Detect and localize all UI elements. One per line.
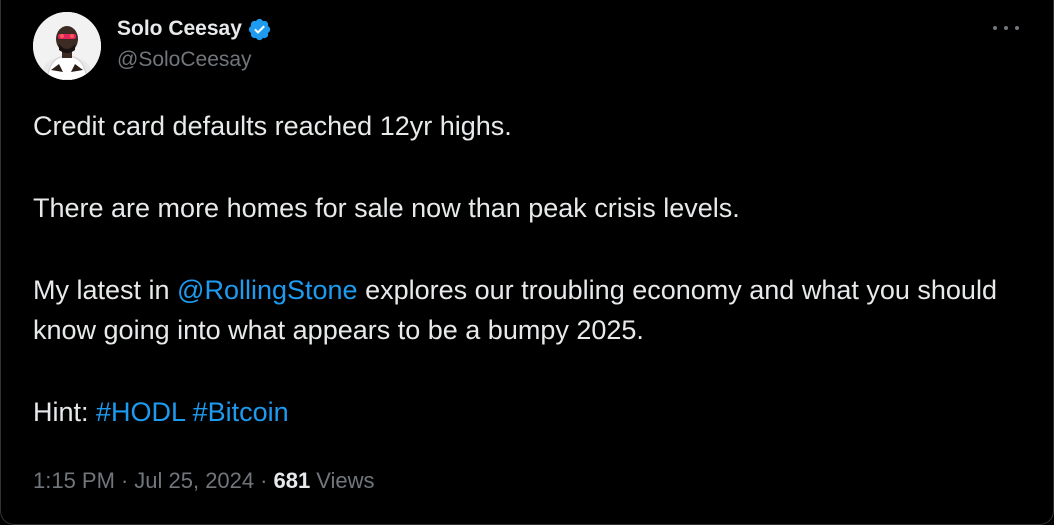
tweet-line-3-suffix: explores our troubling economy and what … (33, 275, 997, 345)
separator-dot: · (120, 468, 129, 493)
hint-label: Hint: (33, 397, 97, 427)
hashtag-bitcoin[interactable]: #Bitcoin (192, 397, 289, 427)
mention-link[interactable]: @RollingStone (177, 275, 358, 305)
more-options-icon[interactable] (993, 20, 1019, 36)
hashtag-hodl[interactable]: #HODL (96, 397, 186, 427)
tweet-line-2: There are more homes for sale now than p… (33, 193, 740, 223)
tweet-hint-line: Hint: #HODL #Bitcoin (33, 392, 1033, 432)
verified-badge-icon (247, 17, 272, 42)
tweet-date[interactable]: Jul 25, 2024 (134, 468, 255, 493)
avatar-photo (33, 12, 101, 80)
tweet-line-3-prefix: My latest in (33, 275, 178, 305)
user-handle[interactable]: @SoloCeesay (117, 48, 252, 71)
avatar[interactable] (33, 12, 101, 80)
tweet-meta: 1:15 PM · Jul 25, 2024 · 681 Views (33, 468, 374, 494)
views-count: 681 (273, 468, 311, 493)
tweet-text: Credit card defaults reached 12yr highs.… (33, 106, 1033, 432)
tweet-line-3: My latest in @RollingStone explores our … (33, 270, 1033, 350)
tweet-time[interactable]: 1:15 PM (33, 468, 115, 493)
name-row: Solo Ceesay (117, 14, 272, 44)
separator-dot: · (260, 468, 268, 493)
dot (1004, 26, 1008, 30)
tweet-line-1: Credit card defaults reached 12yr highs. (33, 111, 512, 141)
dot (1015, 26, 1019, 30)
views-label: Views (316, 468, 375, 493)
display-name[interactable]: Solo Ceesay (117, 17, 242, 40)
dot (993, 26, 997, 30)
